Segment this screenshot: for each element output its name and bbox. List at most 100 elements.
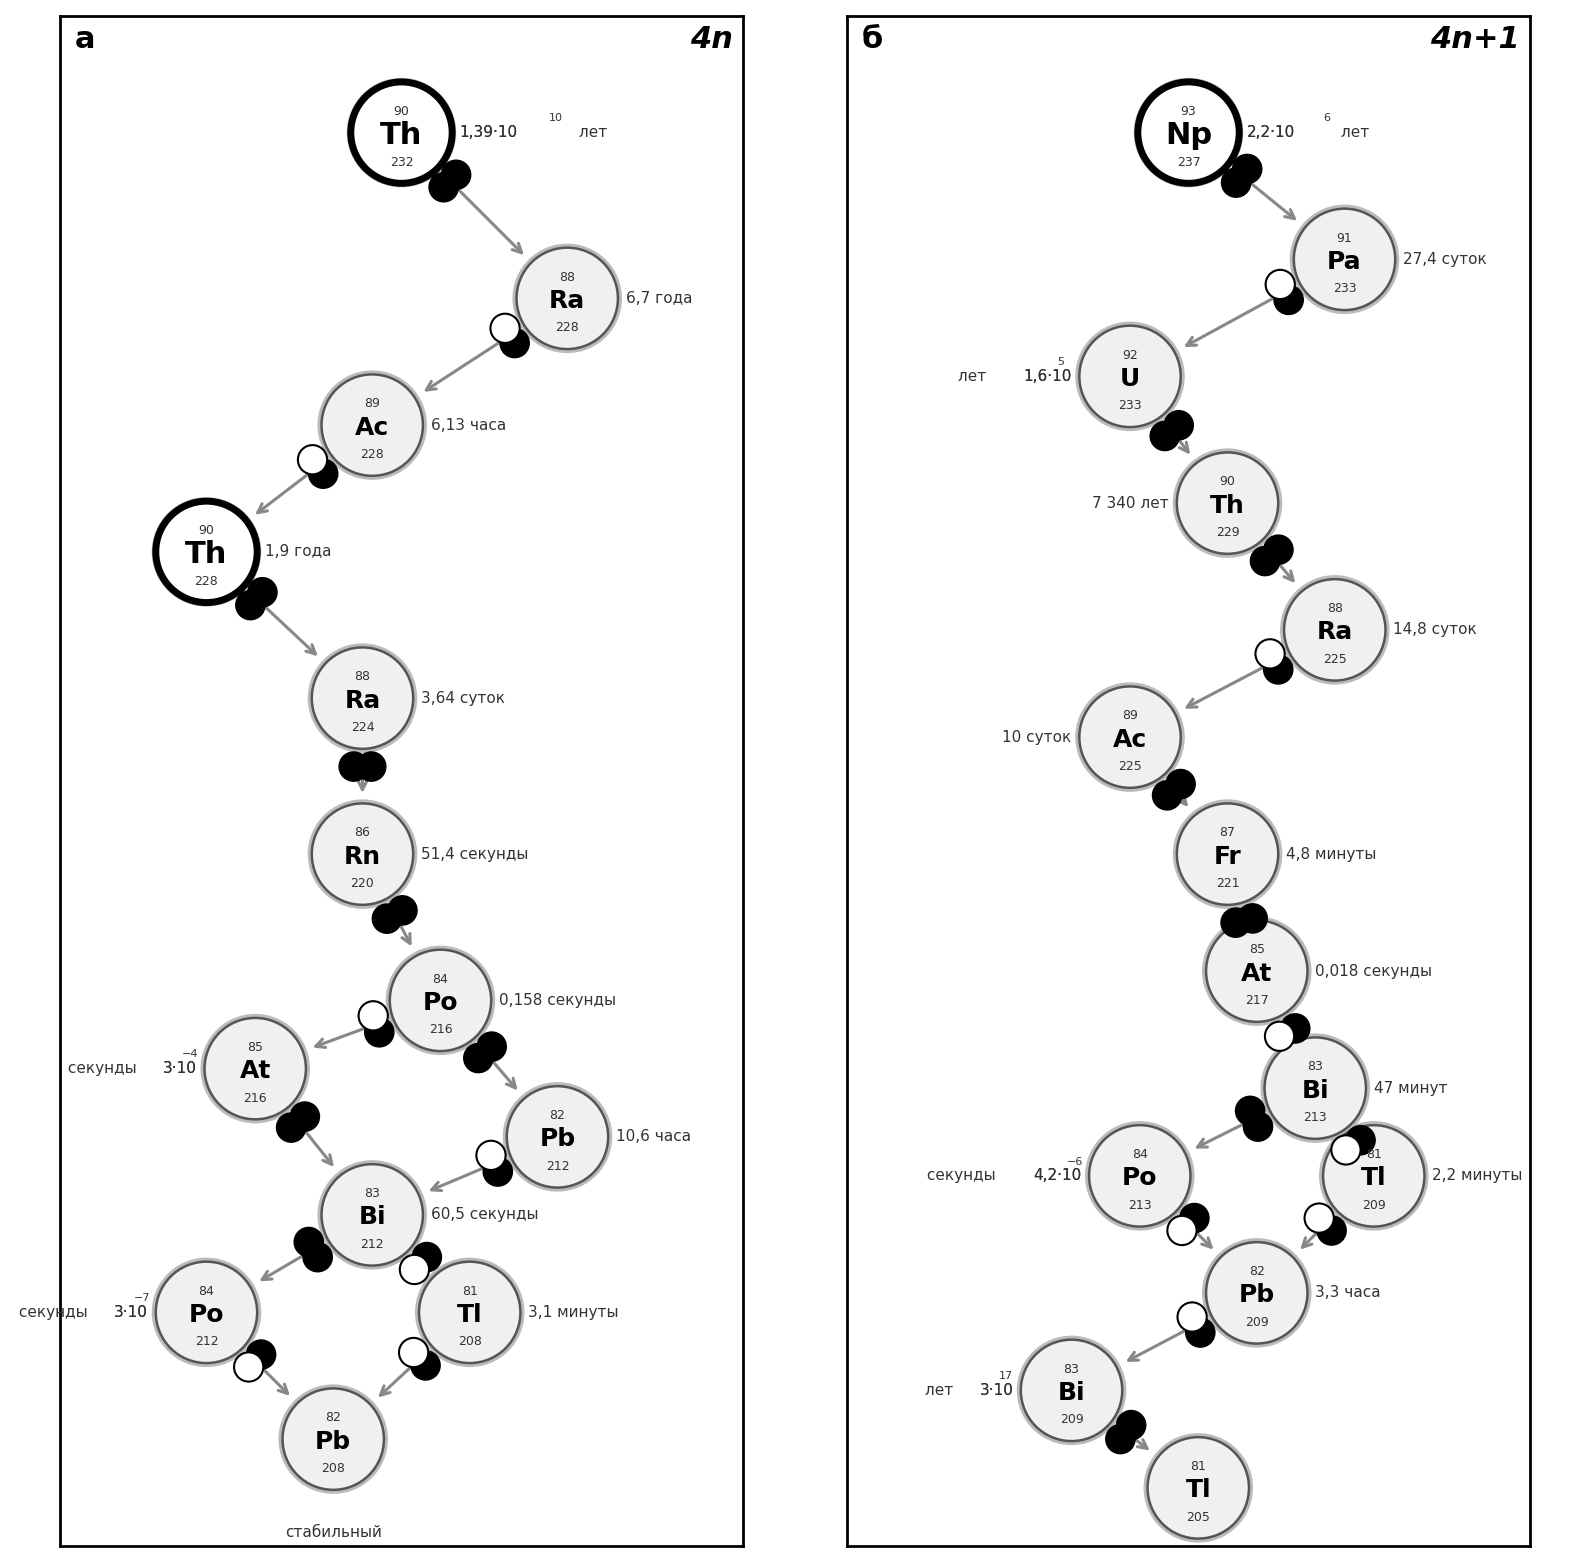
Circle shape [1345, 1126, 1375, 1154]
Text: 3·10: 3·10 [164, 1061, 197, 1076]
Text: 91: 91 [1337, 231, 1353, 245]
Text: 209: 209 [1245, 1315, 1269, 1329]
Text: Th: Th [1210, 494, 1245, 517]
Circle shape [499, 328, 529, 358]
Text: 3·10: 3·10 [979, 1382, 1013, 1398]
Circle shape [1177, 803, 1278, 904]
Text: б: б [862, 25, 882, 55]
Circle shape [477, 1032, 506, 1061]
Text: 205: 205 [1186, 1510, 1210, 1525]
Circle shape [278, 1384, 388, 1493]
Circle shape [1165, 770, 1196, 798]
Text: 0,018 секунды: 0,018 секунды [1315, 964, 1433, 979]
Circle shape [483, 1157, 512, 1186]
Text: 228: 228 [361, 448, 385, 461]
Circle shape [277, 1114, 305, 1142]
Text: 3,64 суток: 3,64 суток [421, 690, 504, 706]
Circle shape [442, 161, 471, 189]
Circle shape [1221, 169, 1251, 197]
Text: 3·10: 3·10 [979, 1382, 1013, 1398]
Circle shape [283, 1389, 383, 1490]
Text: 233: 233 [1118, 400, 1142, 412]
Text: Rn: Rn [343, 845, 382, 868]
Text: Ac: Ac [355, 415, 390, 439]
Circle shape [1177, 453, 1278, 555]
Text: Ac: Ac [1113, 728, 1146, 751]
Circle shape [312, 647, 413, 748]
Circle shape [1320, 1122, 1428, 1231]
Circle shape [517, 248, 619, 348]
Text: 85: 85 [1248, 943, 1264, 956]
Circle shape [1016, 1336, 1126, 1445]
Text: 83: 83 [364, 1187, 380, 1200]
Circle shape [1180, 1203, 1208, 1232]
Text: лет: лет [952, 369, 986, 384]
Circle shape [308, 800, 417, 909]
Circle shape [297, 445, 328, 475]
Circle shape [1089, 1125, 1191, 1226]
Text: 217: 217 [1245, 993, 1269, 1007]
Circle shape [1202, 917, 1312, 1026]
Text: 10: 10 [549, 114, 563, 123]
Text: 4,8 минуты: 4,8 минуты [1286, 847, 1377, 862]
Circle shape [1235, 1097, 1264, 1126]
Circle shape [156, 501, 258, 603]
Text: секунды: секунды [922, 1168, 995, 1184]
Text: 0,158 секунды: 0,158 секунды [499, 993, 615, 1007]
Circle shape [1261, 1034, 1371, 1143]
Circle shape [318, 370, 428, 480]
Text: 92: 92 [1123, 348, 1138, 361]
Text: 17: 17 [999, 1371, 1013, 1381]
Circle shape [502, 1082, 612, 1192]
Text: 3·10: 3·10 [114, 1304, 148, 1320]
Circle shape [294, 1228, 323, 1257]
Text: 228: 228 [194, 575, 218, 587]
Circle shape [399, 1254, 429, 1284]
Circle shape [1317, 1215, 1347, 1245]
Text: 85: 85 [246, 1040, 264, 1054]
Text: 3·10: 3·10 [164, 1061, 197, 1076]
Text: 225: 225 [1118, 761, 1142, 773]
Text: Ra: Ra [549, 289, 585, 312]
Text: 47 минут: 47 минут [1374, 1081, 1447, 1095]
Text: 3·10: 3·10 [114, 1304, 148, 1320]
Text: 82: 82 [550, 1109, 566, 1122]
Text: 1,39·10: 1,39·10 [460, 125, 518, 141]
Text: 4,2·10: 4,2·10 [1034, 1168, 1081, 1184]
Text: U: U [1119, 367, 1140, 390]
Circle shape [347, 78, 456, 187]
Circle shape [1105, 1425, 1135, 1454]
Text: Np: Np [1165, 120, 1212, 150]
Circle shape [1239, 904, 1267, 933]
Text: 82: 82 [326, 1412, 342, 1425]
Circle shape [1080, 686, 1181, 787]
Circle shape [388, 895, 417, 925]
Circle shape [1075, 683, 1185, 792]
Text: лет: лет [574, 125, 607, 141]
Circle shape [1289, 205, 1399, 314]
Circle shape [1178, 1303, 1207, 1332]
Circle shape [399, 1339, 428, 1367]
Circle shape [200, 1014, 310, 1123]
Circle shape [1264, 654, 1293, 684]
Text: −7: −7 [134, 1293, 149, 1303]
Text: 6,13 часа: 6,13 часа [431, 417, 506, 433]
Circle shape [1274, 286, 1304, 314]
Text: Th: Th [380, 120, 423, 150]
Text: 87: 87 [1220, 826, 1235, 839]
Circle shape [1280, 575, 1390, 684]
Circle shape [151, 1257, 261, 1367]
Text: Pb: Pb [315, 1429, 351, 1454]
Text: 212: 212 [545, 1159, 569, 1173]
Circle shape [1134, 78, 1243, 187]
Circle shape [372, 904, 402, 933]
Circle shape [1021, 1340, 1123, 1442]
Text: 2,2 минуты: 2,2 минуты [1433, 1168, 1523, 1184]
Circle shape [386, 945, 494, 1056]
Circle shape [1232, 155, 1262, 184]
Circle shape [1264, 536, 1293, 564]
Text: секунды: секунды [14, 1304, 87, 1320]
Circle shape [1084, 1122, 1194, 1231]
Circle shape [1243, 1112, 1272, 1142]
Text: 2,2·10: 2,2·10 [1247, 125, 1296, 141]
